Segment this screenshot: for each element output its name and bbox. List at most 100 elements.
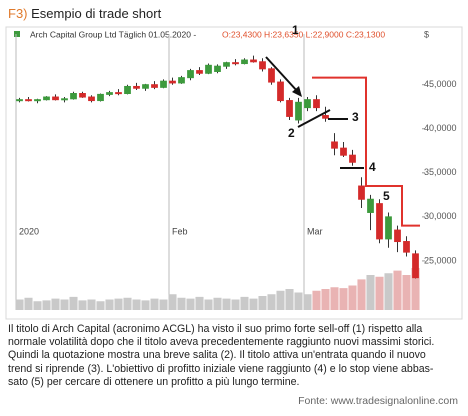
- candle-body: [106, 92, 113, 95]
- volume-bar: [15, 299, 24, 310]
- candle-body: [223, 62, 230, 67]
- candle-body: [358, 185, 365, 200]
- candle-body: [367, 198, 374, 213]
- figure-number: F3): [8, 6, 28, 21]
- volume-bar: [69, 296, 78, 310]
- volume-bar: [204, 299, 213, 310]
- arrow-head: [292, 86, 302, 97]
- candle-body: [16, 99, 23, 102]
- volume-bar: [375, 276, 384, 310]
- legend-icon: [14, 31, 20, 37]
- candle-body: [241, 59, 248, 65]
- caption: Il titolo di Arch Capital (acronimo ACGL…: [8, 323, 464, 389]
- candle-body: [322, 115, 329, 119]
- candle-body: [259, 61, 266, 70]
- candle-body: [394, 229, 401, 243]
- currency-label: $: [424, 29, 429, 39]
- arrow-line: [265, 56, 299, 93]
- candle-body: [160, 80, 167, 88]
- candle-body: [187, 70, 194, 79]
- caption-line: Quindi la quotazione mostra una breve sa…: [8, 349, 426, 362]
- volume-bar: [303, 294, 312, 310]
- volume-bar: [132, 299, 141, 310]
- candle-body: [70, 93, 77, 100]
- volume-bar: [240, 296, 249, 310]
- candle-body: [304, 99, 311, 109]
- candle-body: [250, 59, 257, 63]
- candle-body: [34, 99, 41, 102]
- volume-bar: [312, 290, 321, 310]
- volume-bar: [96, 301, 105, 310]
- candle-body: [331, 141, 338, 149]
- caption-line: sato (5) per cercare di ottenere un prof…: [8, 375, 300, 388]
- candle-body: [88, 96, 95, 102]
- volume-bar: [168, 294, 177, 310]
- candle-body: [124, 85, 131, 95]
- figure-header: F3) Esempio di trade short: [8, 6, 161, 21]
- annotation-label: 5: [383, 189, 390, 203]
- caption-line: trend si riprende (3). L'obiettivo di pr…: [8, 362, 434, 375]
- volume-bar: [267, 294, 276, 310]
- volume-bar: [366, 275, 375, 310]
- volume-bar: [42, 300, 51, 310]
- volume-bar: [285, 289, 294, 310]
- candle-body: [79, 93, 86, 98]
- volume-bar: [258, 296, 267, 310]
- candle-body: [52, 96, 59, 101]
- y-tick-label: 40,0000: [424, 123, 457, 133]
- volume-bar: [294, 292, 303, 310]
- volume-bar: [60, 299, 69, 310]
- volume-bar: [150, 298, 159, 310]
- volume-bar: [51, 298, 60, 310]
- candle-body: [43, 96, 50, 101]
- y-tick-label: 45,0000: [424, 79, 457, 89]
- candle-body: [376, 203, 383, 240]
- volume-bar: [78, 300, 87, 310]
- volume-bar: [105, 299, 114, 310]
- volume-bar: [330, 287, 339, 310]
- volume-bar: [186, 298, 195, 310]
- annotation-line: [297, 109, 331, 128]
- annotation-label: 3: [352, 110, 359, 124]
- volume-bar: [195, 296, 204, 310]
- y-tick-label: 30,0000: [424, 211, 457, 221]
- candle-body: [97, 93, 104, 102]
- caption-line: normale volatilità dopo che il titolo av…: [8, 336, 435, 349]
- candle-body: [277, 81, 284, 102]
- candle-body: [313, 99, 320, 109]
- volume-bar: [321, 289, 330, 310]
- volume-bar: [114, 298, 123, 310]
- volume-bar: [348, 285, 357, 310]
- volume-bar: [123, 297, 132, 310]
- stop-line: [312, 76, 420, 227]
- figure-title: Esempio di trade short: [31, 6, 162, 21]
- volume-bar: [357, 279, 366, 310]
- volume-layer: [15, 34, 420, 310]
- y-tick-label: 25,0000: [424, 255, 457, 265]
- volume-bar: [276, 290, 285, 310]
- candle-body: [214, 65, 221, 72]
- source: Fonte: www.tradesignalonline.com: [298, 395, 458, 407]
- annotations: 1 2 3 4 5: [265, 23, 390, 203]
- candle-body: [340, 147, 347, 156]
- chart-frame: [5, 26, 463, 320]
- candle-body: [178, 77, 185, 84]
- candle-body: [205, 64, 212, 74]
- candle-body: [295, 101, 302, 121]
- candle-body: [286, 100, 293, 117]
- x-tick-label: Mar: [307, 226, 323, 236]
- annotation-label: 4: [369, 160, 376, 174]
- candle-body: [196, 70, 203, 74]
- candle-body: [232, 62, 239, 65]
- candle-body: [142, 84, 149, 89]
- candle-body: [151, 84, 158, 88]
- annotation-label: 1: [292, 23, 299, 37]
- volume-bar: [213, 297, 222, 310]
- candle-body: [349, 154, 356, 163]
- x-tick-label: 2020: [19, 226, 39, 236]
- annotation-label: 2: [288, 126, 295, 140]
- volume-bar: [231, 299, 240, 310]
- volume-bar: [402, 275, 411, 310]
- price-layer: 25,0000 30,0000 35,0000 40,0000 45,0000 2020 F…: [16, 55, 457, 279]
